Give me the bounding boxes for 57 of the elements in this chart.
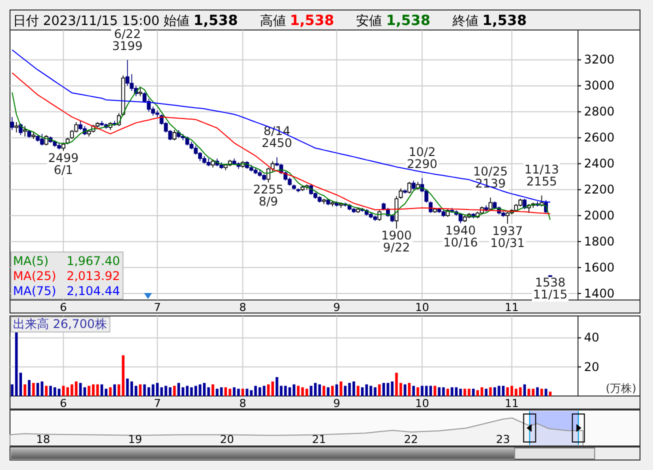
y-tick-label: 1600 [584,260,615,274]
x-tick-label: 11 [504,301,519,314]
y-tick-label: 2400 [584,156,615,171]
annotation: 2,104.44 [66,284,120,298]
x-tick-label: 7 [154,301,161,314]
text: 終値 [451,14,478,29]
annotation: 11/13 2155 [524,162,559,189]
annotation: 1900 9/22 [381,228,412,255]
y-tick-label: 2000 [584,208,615,222]
y-tick-label: 3000 [584,78,615,93]
text: 高値 [260,13,286,29]
y-axis-title: (万株) [606,382,636,395]
x-tick-label: 22 [404,433,418,446]
x-tick-label: 10 [415,301,430,314]
text: 1,538 [290,13,334,29]
x-tick-label: 9 [333,397,340,410]
y-tick-label: 2800 [584,104,615,119]
y-tick-label: 2600 [584,130,615,145]
x-tick-label: 7 [154,397,161,410]
y-tick-label: 3200 [584,52,615,67]
annotation: 1538 11/15 [532,276,568,302]
text: 1,538 [194,13,238,29]
x-tick-label: 11 [504,397,519,410]
x-tick-label: 6 [60,301,67,314]
x-tick-label: 10 [415,397,430,410]
text: MA(25) [13,269,56,283]
x-tick-label: 8 [239,301,246,314]
annotation: 1940 10/16 [443,223,478,250]
annotation: 6/22 3199 [112,26,143,53]
annotation: 1,967.40 [66,254,120,268]
text: MA(75) [13,284,56,298]
y-tick-label: 20 [584,360,600,374]
annotation: 2499 6/1 [48,150,79,177]
x-tick-label: 19 [128,433,142,446]
x-tick-label: 6 [60,397,67,410]
annotation: 10/2 2290 [406,144,438,171]
x-tick-label: 21 [312,433,326,446]
annotation: 2,013.92 [66,269,120,283]
text: 安値 [356,13,382,29]
x-tick-label: 20 [220,433,234,446]
x-tick-label: 23 [496,433,510,446]
text: 1,538 [482,13,527,29]
text: MA(5) [13,254,49,268]
text: 1,538 [386,13,430,29]
y-tick-label: 40 [584,330,600,345]
y-tick-label: 1400 [584,286,615,300]
chart-title: 出来高 26,700株 [13,317,107,331]
y-tick-label: 1800 [584,234,615,248]
text: 日付 [13,14,39,29]
text: 始値 [164,14,190,29]
y-tick-label: 2200 [584,182,615,197]
x-tick-label: 8 [239,397,246,410]
x-tick-label: 9 [333,301,340,314]
annotation: 1937 10/31 [490,224,525,250]
annotation: 2255 8/9 [253,182,284,209]
x-tick-label: 18 [36,433,50,446]
text: 2023/11/15 15:00 [43,14,160,29]
